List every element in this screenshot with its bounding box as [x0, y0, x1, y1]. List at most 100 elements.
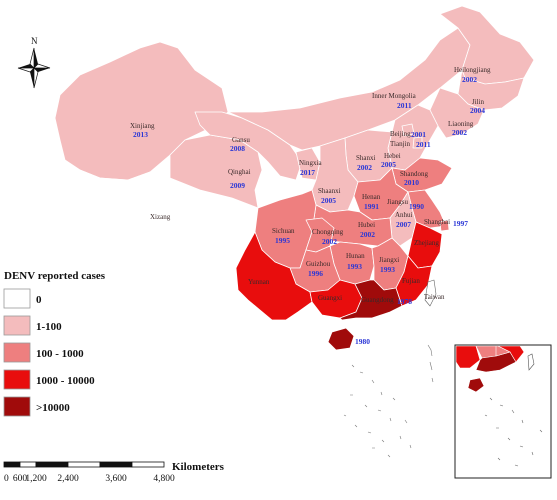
label-hubei: Hubei: [358, 221, 375, 229]
label-tianjin: Tianjin: [390, 140, 410, 148]
scale-segment: [3, 461, 21, 468]
year-shanghai: 1997: [453, 219, 468, 228]
legend-swatch: [3, 396, 31, 417]
label-zhejiang: Zhejiang: [414, 239, 439, 247]
inset-taiwan: [527, 353, 535, 371]
year-heilongjiang: 2002: [462, 75, 477, 84]
province-inner-mongolia: [227, 27, 471, 151]
scale-segment: [35, 461, 69, 468]
label-hunan: Hunan: [346, 252, 365, 260]
year-shandong: 2010: [404, 178, 419, 187]
label-sichuan: Sichuan: [272, 227, 295, 235]
label-henan: Henan: [362, 193, 381, 201]
province-hainan: [327, 327, 355, 351]
north-arrow: N: [17, 36, 51, 89]
china-provinces: [54, 5, 535, 351]
label-ningxia: Ningxia: [299, 159, 322, 167]
legend-label: 0: [36, 294, 42, 306]
legend-label: 100 - 1000: [36, 348, 84, 360]
year-jiangsu: 1990: [409, 202, 424, 211]
legend-swatch: [3, 342, 31, 363]
year-chongqing: 2002: [322, 237, 337, 246]
legend-swatch: [3, 315, 31, 336]
year-hainan: 1980: [355, 337, 370, 346]
province-yunnan: [235, 231, 313, 321]
scale-segment: [131, 461, 165, 468]
inset-jiangxi: [495, 345, 511, 357]
scale-tick-label: 3,600: [105, 474, 127, 484]
scale-unit-label: Kilometers: [172, 461, 225, 473]
scale-tick-label: 4,800: [153, 474, 175, 484]
label-shandong: Shandong: [400, 170, 429, 178]
label-chongqing: Chongqing: [312, 228, 344, 236]
province-shanghai: [439, 219, 450, 232]
legend-items: 0 1-100 100 - 1000 1000 - 10000 >10000: [3, 288, 95, 417]
label-inner-mongolia: Inner Mongolia: [372, 92, 417, 100]
label-xizang: Xizang: [150, 213, 171, 221]
label-jiangsu: Jiangsu: [387, 198, 409, 206]
year-guizhou: 1996: [308, 269, 323, 278]
year-hebei: 2005: [381, 160, 396, 169]
province-beijing: [401, 123, 415, 137]
label-guangdong: Guangdong: [361, 296, 394, 304]
year-ningxia: 2017: [300, 168, 315, 177]
year-inner-mongolia: 2011: [397, 101, 412, 110]
label-qinghai: Qinghai: [228, 168, 251, 176]
province-qinghai: [169, 134, 263, 209]
scale-segment: [19, 461, 37, 468]
label-heilongjiang: Heilongjiang: [454, 66, 491, 74]
year-shaanxi: 2005: [321, 196, 336, 205]
legend-label: 1000 - 10000: [36, 375, 95, 387]
inset-islands: [484, 397, 543, 467]
year-shanxi: 2002: [357, 163, 372, 172]
label-xinjiang: Xinjiang: [130, 122, 155, 130]
year-liaoning: 2002: [452, 128, 467, 137]
year-beijing: 2001: [411, 130, 426, 139]
label-yunnan: Yunnan: [248, 278, 270, 286]
province-xinjiang: [54, 41, 229, 181]
province-taiwan: [424, 279, 437, 307]
scale-tick-label: 2,400: [57, 474, 79, 484]
legend-label: >10000: [36, 402, 70, 414]
province-labels: Xinjiang 2013 Xizang Qinghai 2009 Gansu …: [130, 66, 491, 346]
label-shanxi: Shanxi: [356, 154, 376, 162]
legend-swatch: [3, 369, 31, 390]
inset-hainan: [467, 377, 485, 393]
year-jiangxi: 1993: [380, 265, 395, 274]
label-liaoning: Liaoning: [448, 120, 474, 128]
year-xinjiang: 2013: [133, 130, 148, 139]
year-sichuan: 1995: [275, 236, 290, 245]
year-jilin: 2004: [470, 106, 485, 115]
south-sea-islands: [343, 344, 434, 458]
north-label: N: [31, 36, 38, 46]
year-henan: 1991: [364, 202, 379, 211]
label-gansu: Gansu: [232, 136, 250, 144]
label-guizhou: Guizhou: [306, 260, 331, 268]
scale-tick-label: 0: [4, 474, 9, 484]
province-guangdong: [339, 279, 403, 321]
year-hubei: 2002: [360, 230, 375, 239]
label-shaanxi: Shaanxi: [318, 187, 341, 195]
inset-map: [454, 344, 552, 479]
scale-segment: [67, 461, 101, 468]
scale-tick-label: 1,200: [25, 474, 47, 484]
label-guangxi: Guangxi: [318, 294, 342, 302]
year-tianjin: 2011: [416, 140, 431, 149]
scale-segment: [99, 461, 133, 468]
province-tianjin: [412, 136, 423, 149]
label-jiangxi: Jiangxi: [379, 256, 399, 264]
year-guangdong: 1978: [397, 297, 412, 306]
legend-label: 1-100: [36, 321, 62, 333]
label-jilin: Jilin: [472, 98, 485, 106]
label-fujian: Fujian: [402, 277, 420, 285]
label-beijing: Beijing: [390, 130, 411, 138]
label-shanghai: Shanghai: [424, 218, 450, 226]
legend-swatch: [3, 288, 31, 309]
label-hebei: Hebei: [384, 152, 401, 160]
legend: DENV reported cases 0 1-100 100 - 1000 1000…: [3, 270, 106, 417]
label-taiwan: Taiwan: [424, 293, 445, 301]
year-anhui: 2007: [396, 220, 411, 229]
year-qinghai: 2009: [230, 181, 245, 190]
